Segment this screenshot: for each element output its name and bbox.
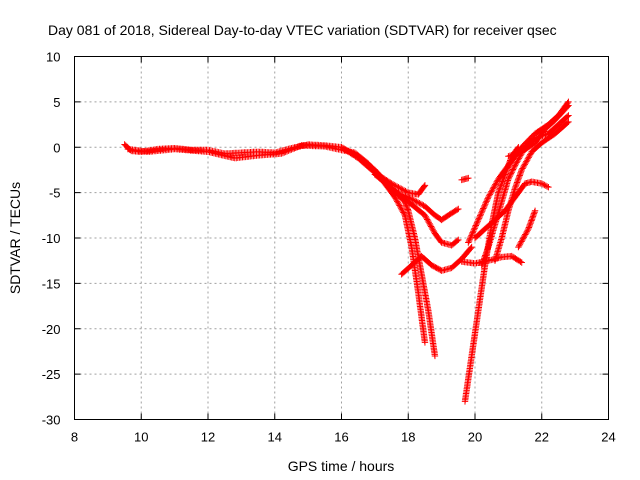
y-tick-label: -5 (49, 186, 61, 201)
x-tick-label: 22 (535, 430, 549, 445)
series-track-8 (461, 144, 522, 405)
y-tick-label: 10 (46, 50, 60, 65)
x-tick-label: 20 (468, 430, 482, 445)
series-track-7 (458, 174, 472, 184)
marker-path (398, 243, 475, 278)
y-tick-label: 0 (53, 140, 60, 155)
marker-path (458, 252, 525, 267)
y-tick-label: -30 (42, 413, 61, 428)
series-track-14 (505, 102, 572, 160)
series-track-2 (124, 142, 429, 346)
grid-layer (74, 56, 609, 420)
y-tick-label: -25 (42, 367, 61, 382)
marker-path (371, 171, 462, 249)
series-track-6 (398, 243, 475, 278)
x-tick-label: 16 (334, 430, 348, 445)
series-track-13 (491, 118, 572, 264)
y-tick-label: -15 (42, 276, 61, 291)
y-axis-title: SDTVAR / TECUs (7, 182, 23, 294)
y-tick-label: -20 (42, 322, 61, 337)
marker-path (491, 118, 572, 264)
x-tick-label: 24 (601, 430, 615, 445)
tick-layer: 8 10 12 14 16 18 20 22 24 -30 -25 -20 -15 -10 -5 0 5 10 (42, 50, 616, 445)
marker-path (461, 144, 522, 405)
x-tick-label: 14 (268, 430, 282, 445)
data-layer (121, 98, 572, 405)
series-track-15 (515, 207, 539, 251)
plot-frame (74, 56, 609, 420)
x-tick-label: 12 (201, 430, 215, 445)
marker-path (505, 102, 572, 160)
marker-path (458, 174, 472, 184)
x-tick-label: 8 (71, 430, 78, 445)
x-tick-label: 10 (134, 430, 148, 445)
series-track-9 (458, 252, 525, 267)
series-track-5 (371, 171, 462, 249)
marker-path (515, 207, 539, 251)
y-tick-label: -10 (42, 231, 61, 246)
x-tick-label: 18 (401, 430, 415, 445)
y-tick-label: 5 (53, 95, 60, 110)
x-axis-title: GPS time / hours (288, 458, 395, 474)
chart-title: Day 081 of 2018, Sidereal Day-to-day VTE… (48, 22, 557, 38)
marker-path (124, 142, 429, 346)
